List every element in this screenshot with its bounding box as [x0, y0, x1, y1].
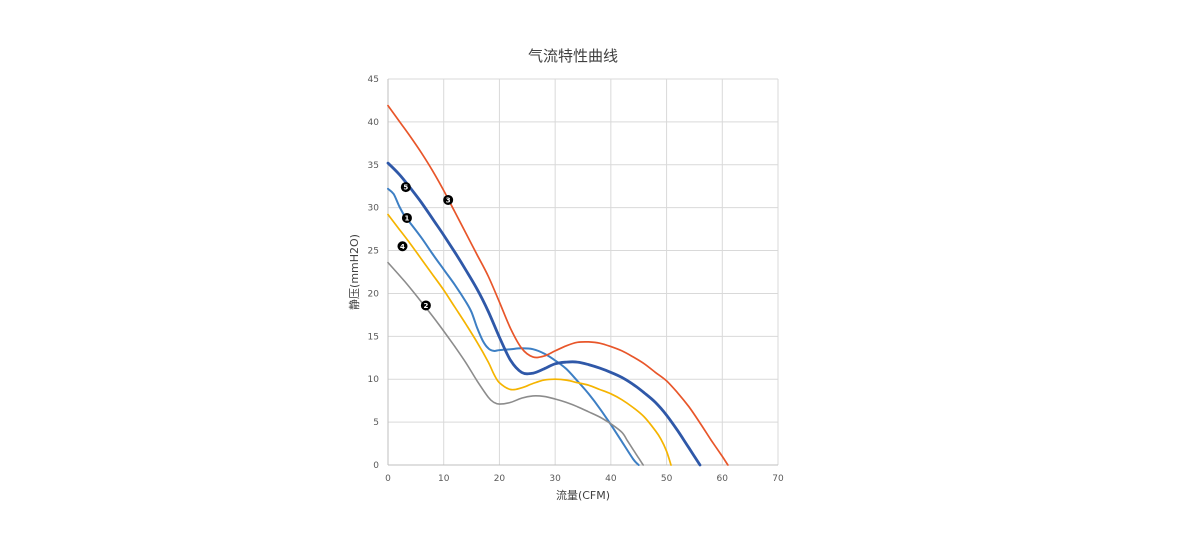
marker-dot	[443, 194, 454, 205]
x-tick-label: 40	[605, 474, 617, 484]
y-tick-label: 35	[368, 161, 379, 171]
series-curve-5	[386, 161, 702, 467]
y-tick-label: 0	[373, 461, 379, 471]
marker-number: 3	[446, 196, 451, 204]
marker-dot	[420, 300, 431, 311]
curve-marker-3: 3	[443, 194, 454, 205]
y-axis-ticks: 0 5 10 15 20 25 30 35 40 45	[368, 75, 380, 471]
x-tick-label: 10	[438, 474, 450, 484]
y-tick-label: 5	[373, 418, 379, 428]
x-axis-title: 流量(CFM)	[556, 488, 610, 502]
series-curve-4	[387, 213, 672, 466]
x-tick-label: 20	[494, 474, 506, 484]
y-tick-label: 15	[368, 332, 379, 342]
marker-dot	[400, 182, 411, 193]
x-tick-label: 60	[717, 474, 729, 484]
marker-number: 4	[400, 243, 405, 251]
marker-number: 5	[403, 184, 408, 192]
curve-marker-2: 2	[420, 300, 431, 311]
x-tick-label: 0	[385, 474, 391, 484]
x-tick-label: 70	[772, 474, 784, 484]
curve-marker-4: 4	[397, 241, 408, 252]
chart-title: 气流特性曲线	[528, 47, 618, 65]
marker-dot	[397, 241, 408, 252]
y-tick-label: 20	[368, 289, 380, 299]
series-lines	[386, 104, 729, 467]
x-tick-label: 50	[661, 474, 673, 484]
marker-number: 2	[423, 302, 428, 310]
curve-marker-5: 5	[400, 182, 411, 193]
marker-number: 1	[405, 214, 410, 222]
series-curve-3	[387, 104, 729, 466]
x-axis-ticks: 0 10 20 30 40 50 60 70	[385, 474, 784, 484]
x-tick-label: 30	[549, 474, 561, 484]
y-tick-label: 25	[368, 247, 379, 257]
axes	[387, 79, 778, 466]
y-tick-label: 40	[368, 118, 380, 128]
y-axis-title: 静压(mmH2O)	[347, 234, 361, 310]
curve-markers: 1 2 3 4 5	[397, 182, 454, 311]
marker-dot	[401, 212, 412, 223]
y-tick-label: 45	[368, 75, 379, 85]
y-tick-label: 30	[368, 204, 380, 214]
series-curve-1	[387, 187, 640, 466]
curve-marker-1: 1	[401, 212, 412, 223]
y-tick-label: 10	[368, 375, 380, 385]
series-curve-2	[387, 261, 644, 466]
